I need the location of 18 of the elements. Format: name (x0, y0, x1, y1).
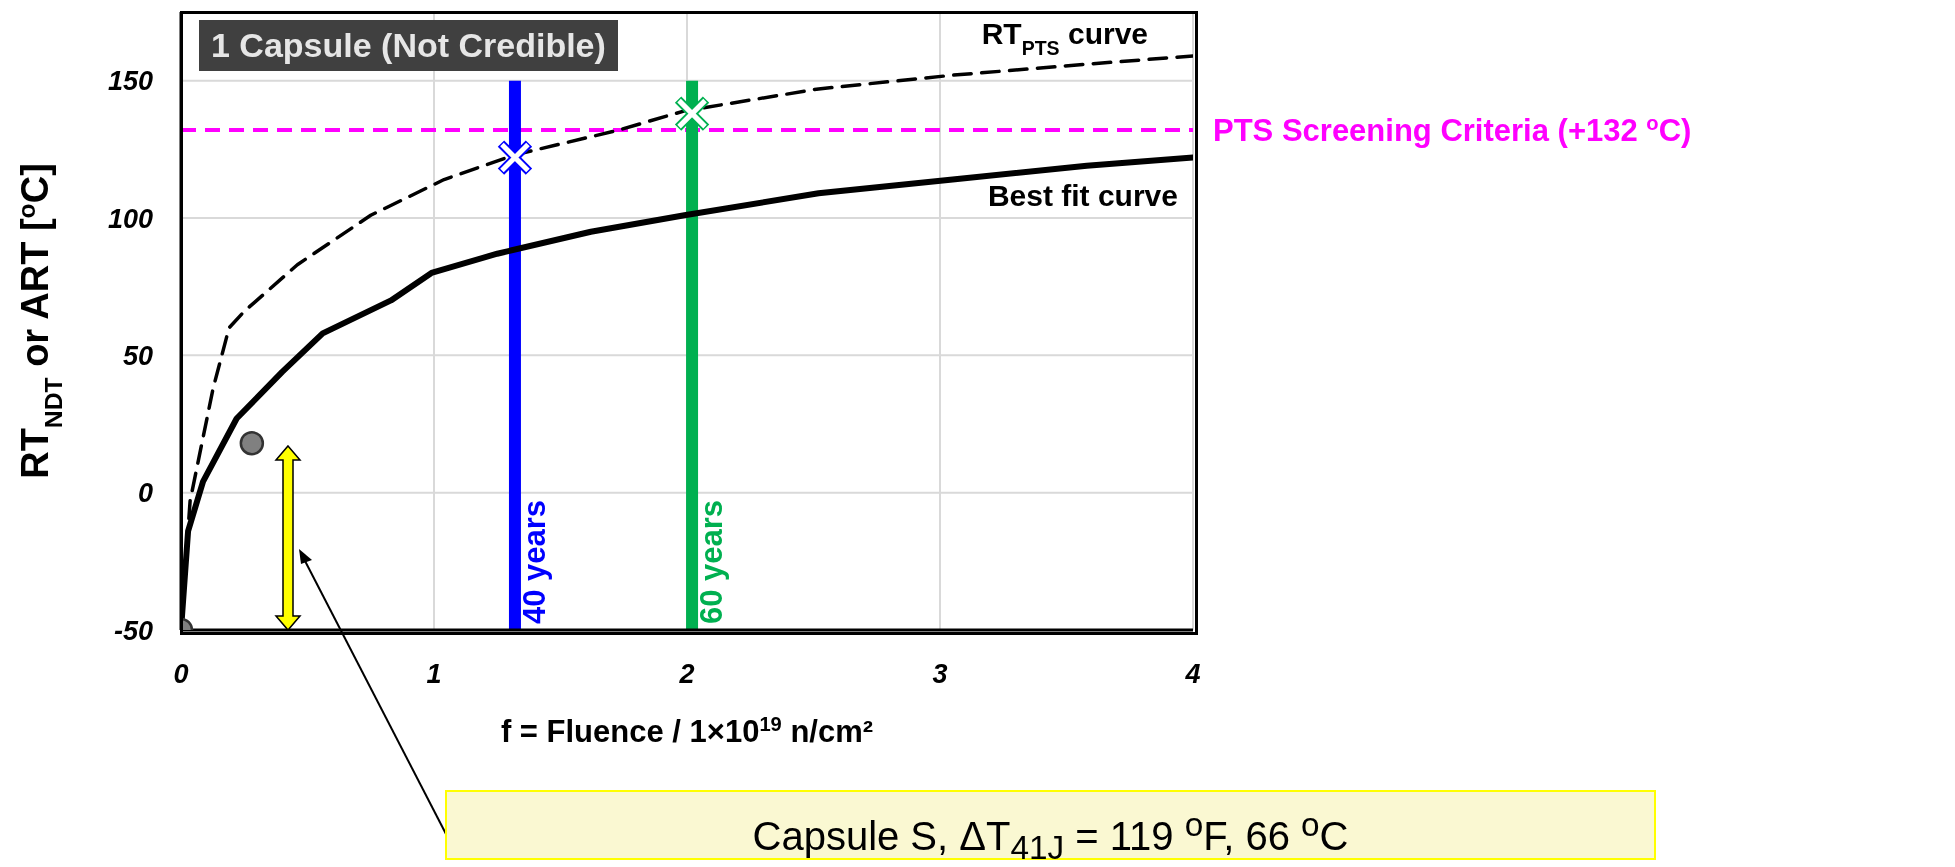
x-tick-label: 2 (678, 659, 695, 690)
y-tick-label: 0 (137, 478, 153, 509)
ref-line-label: PTS Screening Criteria (+132 $^{o}$C) (1213, 112, 1692, 149)
annotation: 1 Capsule (Not Credible) (199, 20, 618, 71)
y-tick-label: 150 (107, 66, 153, 97)
y-tick-label: 50 (122, 340, 153, 371)
series-label: Best fit curve (987, 178, 1178, 212)
x-tick-label: 3 (932, 659, 948, 690)
x-tick-label: 0 (173, 659, 189, 690)
ref-line-label: 60 years (694, 499, 730, 624)
x-tick-label: 1 (426, 659, 442, 690)
series-label: RT$_{PTS}$ curve (981, 16, 1148, 59)
y-tick-label: 100 (107, 203, 153, 234)
text: Capsule S, ΔT$_{41J}$ = 119 $^{o}$F, 66 $^{o}$C (751, 805, 1350, 867)
x-tick-label: 4 (1184, 659, 1201, 690)
ref-line-label: 40 years (516, 499, 552, 624)
y-tick-label: -50 (113, 615, 153, 646)
x-axis-title: f = Fluence / 1×10$^{19}$ n/cm² (500, 713, 874, 749)
